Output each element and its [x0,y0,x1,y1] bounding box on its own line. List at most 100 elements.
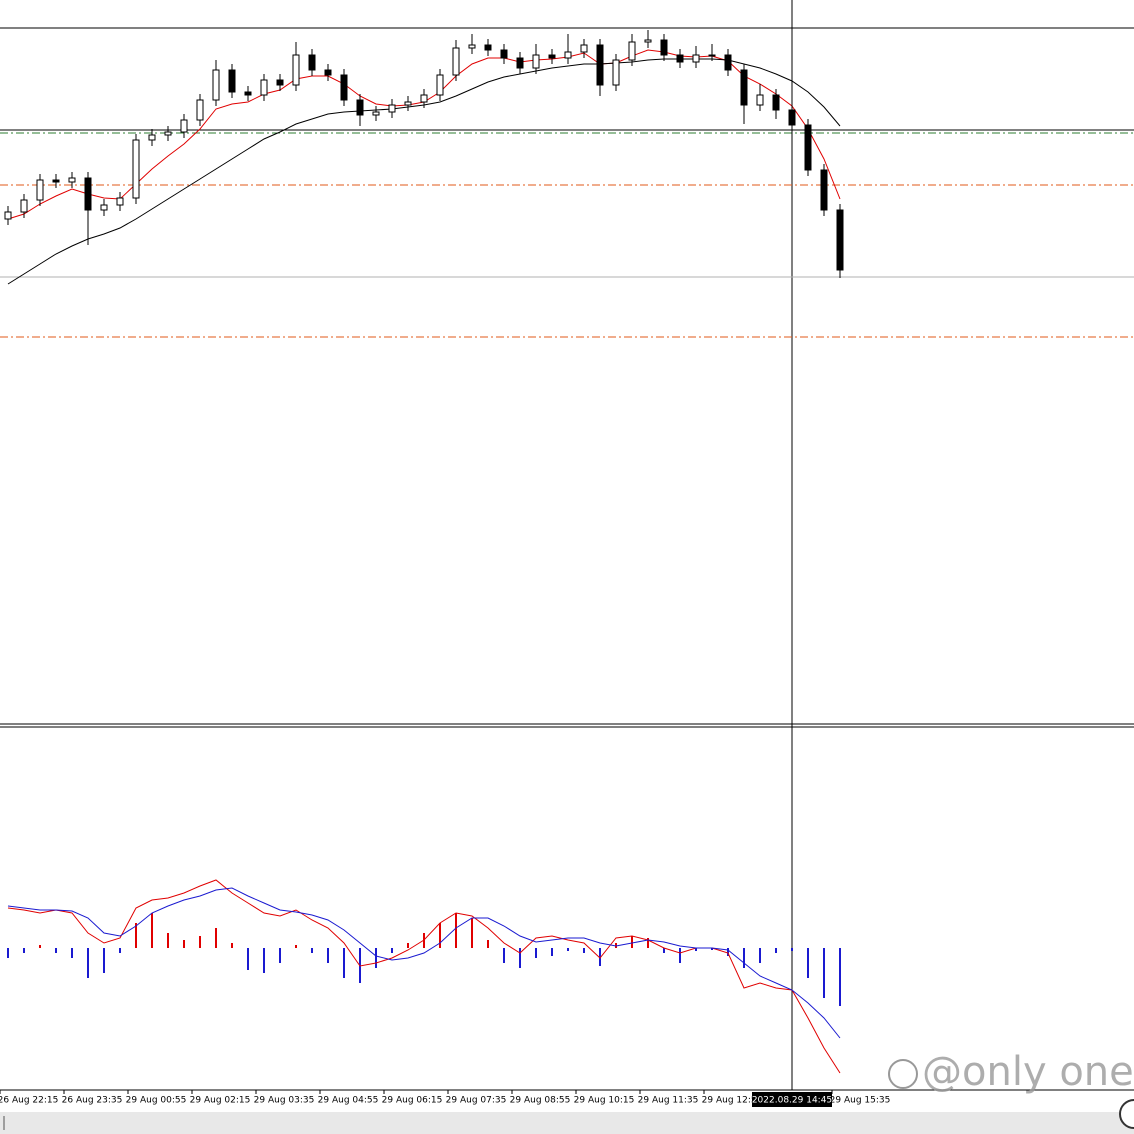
candle-body [196,99,204,121]
macd-bar [343,948,345,978]
macd-bar [71,948,73,958]
x-tick-label: 29 Aug 02:15 [190,1096,251,1106]
candle-body [244,91,252,96]
macd-bar [583,948,585,953]
candle-body [292,54,300,86]
crosshair-label-bg [752,1092,832,1107]
candle-body [612,59,620,86]
macd-bar [455,913,457,948]
macd-bar [199,936,201,948]
candle-body [276,79,284,86]
x-tick-label: 29 Aug 12:55 [702,1096,763,1106]
macd-bar [23,948,25,953]
macd-bar [263,948,265,973]
macd-bar [823,948,825,998]
macd-bar [839,948,841,1006]
candle-body [36,179,44,201]
candle-body [212,69,220,101]
macd-bar [407,943,409,948]
macd-bar [311,948,313,953]
macd-bar [791,948,793,951]
corner-icon[interactable] [1119,1099,1134,1129]
candle-body [180,119,188,133]
candle-body [788,109,796,126]
x-tick-label: 26 Aug 23:35 [62,1096,123,1106]
candle-body [836,209,844,271]
macd-bar [519,948,521,968]
x-tick-label: 29 Aug 10:15 [574,1096,635,1106]
candle-body [548,54,556,59]
macd-bar [567,948,569,951]
macd-bar [535,948,537,958]
macd-bar [727,948,729,956]
macd-bar [327,948,329,963]
candle-body [628,41,636,61]
candle-body [52,179,60,183]
watermark: @only one [922,1049,1134,1095]
candle-body [100,204,108,211]
macd-bar [135,923,137,948]
candle-body [596,44,604,86]
macd-bar [183,940,185,948]
candle-body [516,57,524,69]
macd-bar [647,938,649,948]
candle-body [132,139,140,199]
macd-bar [679,948,681,963]
crosshair-label: 2022.08.29 14:45 [752,1096,832,1106]
macd-bar [711,948,713,950]
candle-body [68,177,76,183]
candle-body [468,44,476,49]
macd-line [7,887,841,1039]
candle-body [820,169,828,211]
candle-body [324,69,332,76]
candle-body [420,94,428,103]
candle-body [372,111,380,116]
macd-bar [391,948,393,953]
macd-bar [503,948,505,963]
macd-bar [807,948,809,978]
candle-body [644,39,652,43]
candle-body [4,211,12,220]
candle-body [388,104,396,113]
candle-body [564,51,572,59]
candle-body [452,47,460,76]
candle-body [660,39,668,56]
candle-body [84,177,92,211]
macd-bar [215,928,217,948]
candle-body [804,124,812,171]
candle-body [228,69,236,93]
marks: 26 Aug 22:15 26 Aug 23:35 29 Aug 00:55 29 A… [0,27,1134,1106]
candle-body [740,69,748,106]
candle-body [692,54,700,63]
macd-bar [231,943,233,948]
candle-body [756,94,764,106]
candle-body [484,44,492,51]
candle-body [772,94,780,111]
candle-body [580,44,588,53]
candle-body [708,54,716,57]
candle-body [164,131,172,136]
x-tick-label: 29 Aug 00:55 [126,1096,187,1106]
candle-body [148,134,156,141]
macd-bar [439,923,441,948]
x-tick-label: 29 Aug 11:35 [638,1096,699,1106]
candle-body [20,199,28,213]
candle-body [500,49,508,59]
macd-bar [39,945,41,948]
candle-body [356,99,364,116]
macd-bar [247,948,249,970]
scrollbar[interactable] [0,1112,1134,1134]
macd-bar [631,936,633,948]
x-tick-label: 29 Aug 06:15 [382,1096,443,1106]
candle-body [532,54,540,69]
macd-bar [663,948,665,953]
x-tick-label: 26 Aug 22:15 [0,1096,58,1106]
macd-bar [471,918,473,948]
macd-bar [375,948,377,968]
macd-bar [599,948,601,966]
candle-body [724,54,732,71]
macd-bar [695,948,697,951]
candle-body [436,74,444,96]
x-tick-label: 29 Aug 07:35 [446,1096,507,1106]
